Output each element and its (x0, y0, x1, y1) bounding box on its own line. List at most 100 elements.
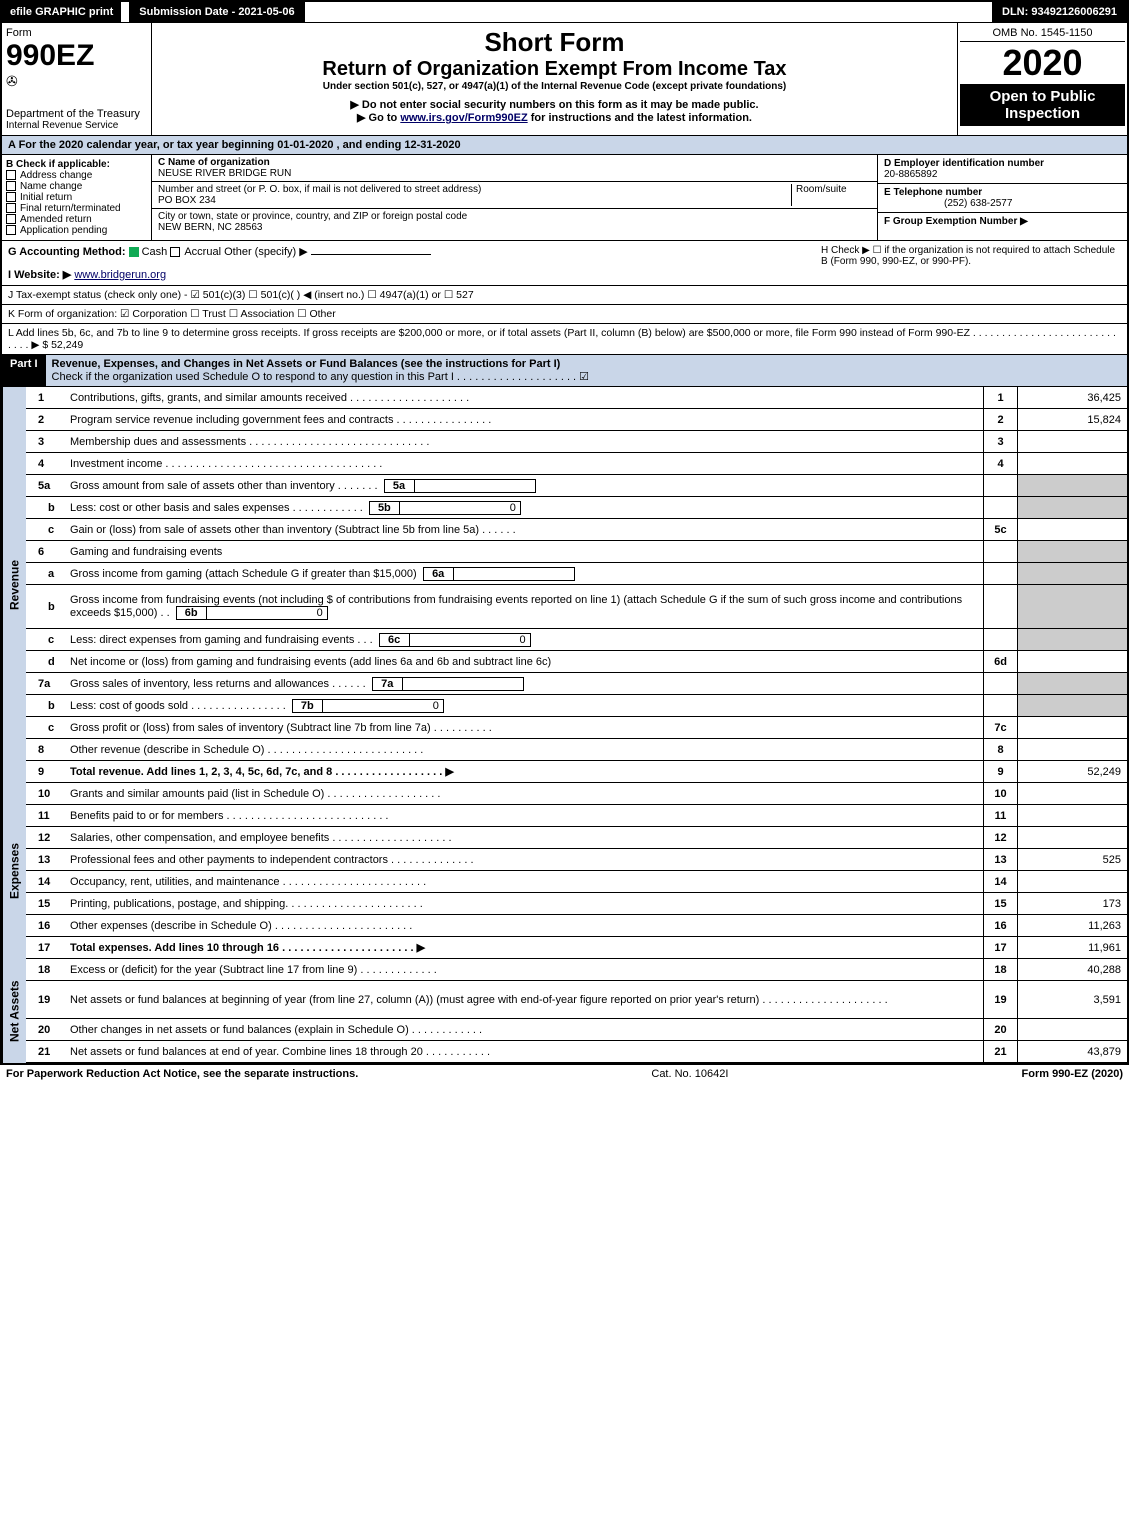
line-7c: cGross profit or (loss) from sales of in… (26, 717, 1127, 739)
accrual: Accrual (184, 246, 221, 258)
header-block: Form 990EZ ✇ Department of the Treasury … (2, 23, 1127, 136)
row-k: K Form of organization: ☑ Corporation ☐ … (2, 305, 1127, 324)
line-12: 12Salaries, other compensation, and empl… (26, 827, 1127, 849)
inner-6c: 6c0 (379, 633, 531, 647)
expenses-body: 10Grants and similar amounts paid (list … (26, 783, 1127, 959)
form-word: Form (6, 27, 147, 39)
form-number: 990EZ (6, 39, 147, 73)
line-1: 1Contributions, gifts, grants, and simil… (26, 387, 1127, 409)
inner-7b: 7b0 (292, 699, 444, 713)
inner-5b: 5b0 (369, 501, 521, 515)
checkbox-icon[interactable] (6, 203, 16, 213)
line-7a: 7aGross sales of inventory, less returns… (26, 673, 1127, 695)
group-exemption: F Group Exemption Number ▶ (878, 213, 1127, 230)
checkbox-icon[interactable] (6, 181, 16, 191)
dln: DLN: 93492126006291 (992, 2, 1127, 22)
footer: For Paperwork Reduction Act Notice, see … (0, 1065, 1129, 1083)
i-label: I Website: ▶ (8, 269, 71, 281)
opt-address[interactable]: Address change (6, 170, 147, 181)
goto-post: for instructions and the latest informat… (528, 112, 752, 124)
line-15: 15Printing, publications, postage, and s… (26, 893, 1127, 915)
line-11: 11Benefits paid to or for members . . . … (26, 805, 1127, 827)
goto-link[interactable]: www.irs.gov/Form990EZ (400, 112, 527, 124)
return-title: Return of Organization Exempt From Incom… (156, 58, 953, 81)
netassets-section: Net Assets 18Excess or (deficit) for the… (2, 959, 1127, 1063)
checkbox-icon[interactable] (170, 247, 180, 257)
checkbox-icon[interactable] (6, 225, 16, 235)
box-b: B Check if applicable: Address change Na… (2, 155, 152, 240)
opt-initial[interactable]: Initial return (6, 192, 147, 203)
phone-row: E Telephone number (252) 638-2577 (878, 184, 1127, 213)
inner-5a: 5a (384, 479, 536, 493)
opt-pending[interactable]: Application pending (6, 225, 147, 236)
phone-val: (252) 638-2577 (884, 198, 1012, 209)
line-6c: cLess: direct expenses from gaming and f… (26, 629, 1127, 651)
cash: Cash (142, 246, 168, 258)
omb-number: OMB No. 1545-1150 (960, 25, 1125, 42)
website-link[interactable]: www.bridgerun.org (74, 269, 166, 281)
row-j: J Tax-exempt status (check only one) - ☑… (2, 286, 1127, 305)
other-specify: Other (specify) ▶ (224, 246, 308, 258)
city-val: NEW BERN, NC 28563 (158, 222, 262, 233)
line-5a: 5aGross amount from sale of assets other… (26, 475, 1127, 497)
ein-row: D Employer identification number 20-8865… (878, 155, 1127, 184)
room-suite: Room/suite (791, 184, 871, 206)
line-4: 4Investment income . . . . . . . . . . .… (26, 453, 1127, 475)
line-6d: dNet income or (loss) from gaming and fu… (26, 651, 1127, 673)
header-right: OMB No. 1545-1150 2020 Open to Public In… (957, 23, 1127, 135)
expenses-section: Expenses 10Grants and similar amounts pa… (2, 783, 1127, 959)
line-13: 13Professional fees and other payments t… (26, 849, 1127, 871)
l-val: 52,249 (51, 339, 83, 351)
c-label: C Name of organization (158, 157, 270, 168)
line-6: 6Gaming and fundraising events (26, 541, 1127, 563)
submission-date: Submission Date - 2021-05-06 (129, 2, 304, 22)
form-990ez: efile GRAPHIC print Submission Date - 20… (0, 0, 1129, 1065)
checkbox-icon[interactable] (6, 170, 16, 180)
netassets-body: 18Excess or (deficit) for the year (Subt… (26, 959, 1127, 1063)
inner-6b: 6b0 (176, 606, 328, 620)
checkbox-filled-icon[interactable] (129, 247, 139, 257)
line-21: 21Net assets or fund balances at end of … (26, 1041, 1127, 1063)
box-h: H Check ▶ ☐ if the organization is not r… (821, 245, 1121, 281)
efile-label[interactable]: efile GRAPHIC print (2, 2, 121, 22)
line-5c: cGain or (loss) from sale of assets othe… (26, 519, 1127, 541)
header-center: Short Form Return of Organization Exempt… (152, 23, 957, 135)
checkbox-icon[interactable] (6, 214, 16, 224)
line-10: 10Grants and similar amounts paid (list … (26, 783, 1127, 805)
line-6a: aGross income from gaming (attach Schedu… (26, 563, 1127, 585)
part1-header: Part I Revenue, Expenses, and Changes in… (2, 355, 1127, 387)
line-18: 18Excess or (deficit) for the year (Subt… (26, 959, 1127, 981)
box-def: D Employer identification number 20-8865… (877, 155, 1127, 240)
ein-val: 20-8865892 (884, 169, 937, 180)
line-14: 14Occupancy, rent, utilities, and mainte… (26, 871, 1127, 893)
department: Department of the Treasury (6, 108, 147, 120)
line-20: 20Other changes in net assets or fund ba… (26, 1019, 1127, 1041)
seal-icon: ✇ (6, 73, 147, 90)
box-c: C Name of organization NEUSE RIVER BRIDG… (152, 155, 877, 240)
org-name-row: C Name of organization NEUSE RIVER BRIDG… (152, 155, 877, 182)
e-label: E Telephone number (884, 187, 982, 198)
line-5b: bLess: cost or other basis and sales exp… (26, 497, 1127, 519)
city-label: City or town, state or province, country… (158, 211, 467, 222)
f-label: F Group Exemption Number ▶ (884, 216, 1028, 227)
g-label: G Accounting Method: (8, 246, 126, 258)
addr-val: PO BOX 234 (158, 195, 216, 206)
l-text: L Add lines 5b, 6c, and 7b to line 9 to … (8, 327, 1116, 351)
info-block: B Check if applicable: Address change Na… (2, 155, 1127, 241)
opt-final[interactable]: Final return/terminated (6, 203, 147, 214)
goto-pre: ▶ Go to (357, 112, 400, 124)
tax-year: 2020 (960, 42, 1125, 84)
d-label: D Employer identification number (884, 158, 1044, 169)
opt-amended[interactable]: Amended return (6, 214, 147, 225)
line-19: 19Net assets or fund balances at beginni… (26, 981, 1127, 1019)
inner-6a: 6a (423, 567, 575, 581)
checkbox-icon[interactable] (6, 192, 16, 202)
opt-name[interactable]: Name change (6, 181, 147, 192)
row-gh: G Accounting Method: Cash Accrual Other … (2, 241, 1127, 286)
other-input[interactable] (311, 254, 431, 255)
line-7b: bLess: cost of goods sold . . . . . . . … (26, 695, 1127, 717)
part1-check: Check if the organization used Schedule … (52, 371, 590, 383)
under-section: Under section 501(c), 527, or 4947(a)(1)… (156, 81, 953, 92)
line-6b: bGross income from fundraising events (n… (26, 585, 1127, 629)
city-row: City or town, state or province, country… (152, 209, 877, 235)
